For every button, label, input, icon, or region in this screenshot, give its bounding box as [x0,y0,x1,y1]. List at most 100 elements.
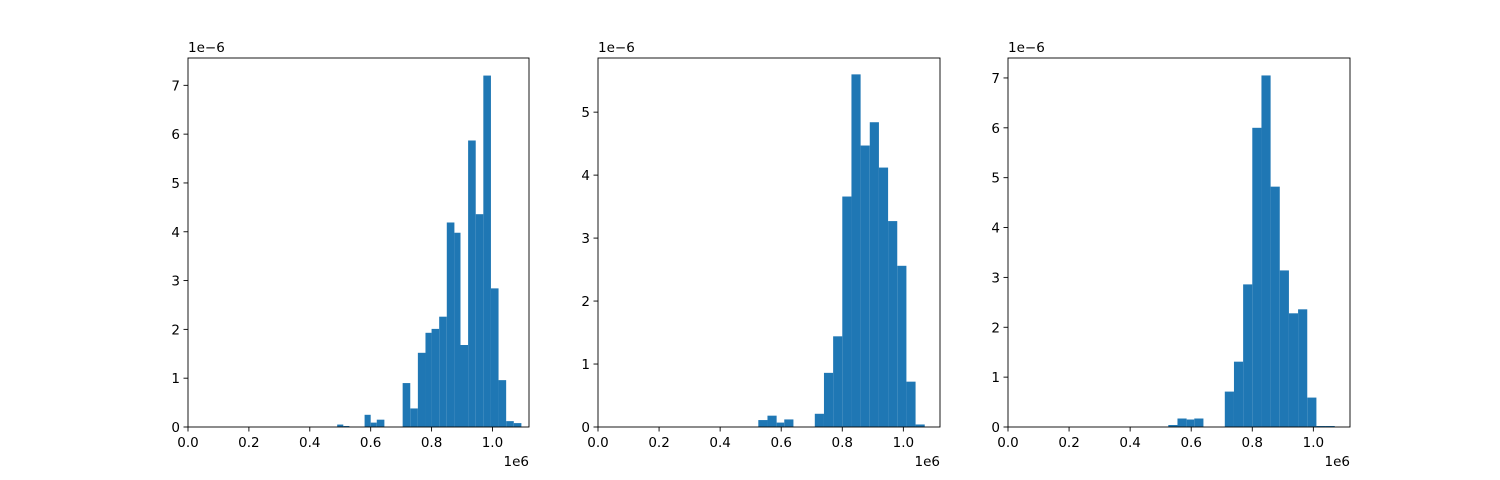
y-tick-label: 0 [991,420,1000,436]
histogram-bar [860,145,870,427]
x-tick-label: 0.0 [177,435,198,451]
histogram-bar [776,422,785,427]
histogram-bar [1224,391,1234,427]
x-tick-label: 0.0 [587,435,608,451]
x-tick-label: 0.0 [997,435,1018,451]
x-offset-label: 1e6 [504,454,529,470]
histogram-bar [1270,186,1280,427]
histogram-bar [758,420,768,427]
histogram-bar [869,122,879,427]
x-tick-label: 0.6 [360,435,381,451]
y-tick-label: 5 [171,176,180,192]
axes-frame [187,57,530,428]
histogram-bar [446,222,455,427]
x-tick-label: 0.4 [299,435,320,451]
histogram-bar [370,422,377,427]
axes-frame [1007,57,1351,428]
x-tick-label: 0.2 [648,435,669,451]
histogram-bar [410,408,418,427]
histogram-bar [897,265,907,427]
x-tick-label: 0.8 [1242,435,1263,451]
histogram-bar [1298,309,1308,427]
histogram-bar [337,424,344,427]
histogram-bar [888,221,898,427]
histogram-bar [851,74,861,428]
x-tick-label: 0.2 [238,435,259,451]
histogram-bar [343,426,350,427]
y-tick-label: 7 [991,71,1000,87]
y-tick-label: 0 [171,420,180,436]
histogram-bar [906,381,916,427]
histogram-bar [1186,419,1195,427]
y-tick-label: 1 [581,357,590,373]
histogram-bar [1243,284,1253,427]
histogram-bar [1261,75,1271,427]
x-tick-label: 0.2 [1058,435,1079,451]
histogram-bar [833,336,843,427]
x-tick-label: 0.6 [770,435,791,451]
y-tick-label: 3 [171,274,180,290]
histogram-bar [1279,270,1289,427]
y-tick-label: 3 [581,231,590,247]
histogram-bar [1177,418,1187,427]
histogram-bar [468,140,476,428]
histogram-bar [506,421,514,427]
axes-frame [597,57,941,428]
histogram-bar [513,423,522,427]
histogram-bar [1194,418,1204,427]
histogram-bar [1288,313,1299,427]
y-tick-label: 4 [581,168,590,184]
histogram-bar [490,288,499,427]
x-tick-label: 0.8 [421,435,442,451]
y-offset-label: 1e−6 [188,40,225,56]
histogram-bar [431,328,440,427]
y-offset-label: 1e−6 [598,40,635,56]
histogram-bar [1233,361,1244,427]
histogram-bar [454,232,461,427]
y-tick-label: 2 [991,320,1000,336]
histogram-bar [460,345,469,427]
x-tick-label: 1.0 [1303,435,1324,451]
y-tick-label: 1 [171,371,180,387]
x-offset-label: 1e6 [1325,454,1350,470]
histogram-bar [439,316,447,427]
histogram-bar [823,372,834,427]
y-tick-label: 3 [991,270,1000,286]
histogram-bar [784,419,794,427]
y-tick-label: 4 [991,221,1000,237]
y-tick-label: 1 [991,370,1000,386]
histogram-bar [364,414,371,427]
y-tick-label: 6 [171,127,180,143]
histogram-bar [417,352,426,427]
y-tick-label: 7 [171,78,180,94]
y-tick-label: 5 [991,171,1000,187]
y-tick-label: 5 [581,105,590,121]
x-tick-label: 0.4 [1119,435,1140,451]
x-tick-label: 1.0 [893,435,914,451]
histogram-bar [878,167,889,427]
histogram-bar [402,383,411,427]
y-tick-label: 0 [581,420,590,436]
histogram-bar [1325,426,1335,427]
x-offset-label: 1e6 [915,454,940,470]
histogram-bar [376,419,385,427]
y-offset-label: 1e−6 [1008,40,1045,56]
x-tick-label: 0.6 [1180,435,1201,451]
x-tick-label: 0.4 [709,435,730,451]
y-tick-label: 6 [991,121,1000,137]
y-tick-label: 4 [171,225,180,241]
histogram-bar [1168,425,1178,427]
histogram-bar [1252,127,1262,427]
x-tick-label: 1.0 [482,435,503,451]
histogram-bar [767,415,777,427]
y-tick-label: 2 [581,294,590,310]
histogram-bar [498,380,507,427]
histogram-bar [814,413,824,427]
y-tick-label: 2 [171,322,180,338]
histogram-bar [1307,397,1317,427]
histogram-bar [475,214,484,427]
histogram-panel-1: 0.0 0.2 0.4 0.6 0.8 1.0 0 1 2 3 4 5 6 7 1e−6 1e6 [171,40,530,470]
histogram-bar [842,196,852,427]
histogram-bar [1316,426,1326,427]
